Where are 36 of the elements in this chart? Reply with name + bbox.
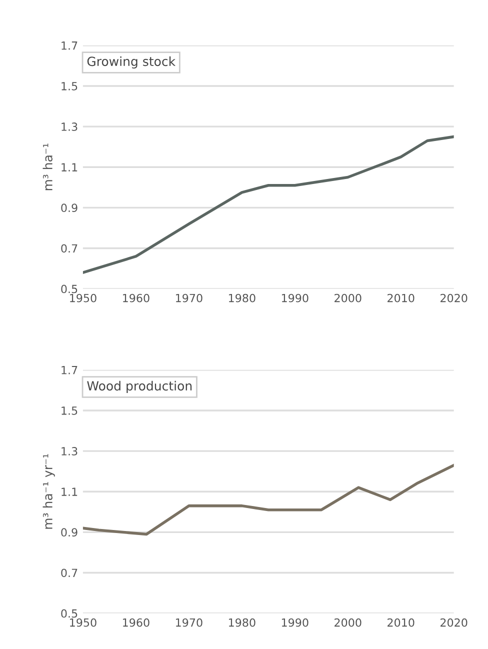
x-tick-label: 1980 (228, 618, 256, 627)
text: Wood production (87, 380, 192, 394)
x-tick-label: 1980 (228, 294, 256, 302)
x-tick-label: 1970 (176, 294, 202, 302)
y-tick-label: 0.5 (61, 284, 78, 294)
x-tick-label: 2000 (334, 294, 362, 302)
line-series (82, 464, 454, 536)
y-tick-label: 1.7 (62, 42, 78, 50)
x-tick-label: 1990 (282, 618, 308, 627)
y-tick-label: 1.3 (62, 447, 78, 456)
y-tick-label: 0.7 (61, 244, 78, 253)
x-tick-label: 2020 (440, 294, 468, 302)
x-tick-label: 2010 (388, 618, 414, 627)
y-tick-label: 1.5 (62, 82, 78, 90)
x-tick-label: 1990 (282, 294, 308, 302)
text: Growing stock (87, 56, 176, 69)
y-tick-label: 0.9 (61, 204, 78, 212)
y-tick-label: 1.3 (62, 122, 78, 131)
y-tick-label: 1.1 (62, 163, 78, 172)
x-tick-label: 2000 (334, 618, 362, 627)
line-series (82, 135, 454, 274)
x-tick-label: 1950 (70, 618, 96, 627)
y-tick-label: 0.7 (61, 568, 78, 578)
x-tick-label: 1950 (70, 294, 96, 302)
y-tick-label: 1.7 (62, 366, 78, 374)
y-tick-label: 1.1 (62, 488, 78, 496)
y-tick-label: 0.5 (61, 609, 78, 618)
x-tick-label: 2010 (388, 294, 414, 302)
x-tick-label: 1970 (176, 618, 202, 627)
x-tick-label: 1960 (123, 618, 150, 627)
y-axis-title: m³ ha⁻¹ (42, 144, 52, 190)
x-tick-label: 1960 (123, 294, 150, 302)
y-tick-label: 0.9 (61, 528, 78, 537)
x-tick-label: 2020 (440, 618, 468, 627)
y-axis-title: m³ ha⁻¹ yr⁻¹ (42, 454, 55, 529)
y-tick-label: 1.5 (62, 406, 78, 415)
